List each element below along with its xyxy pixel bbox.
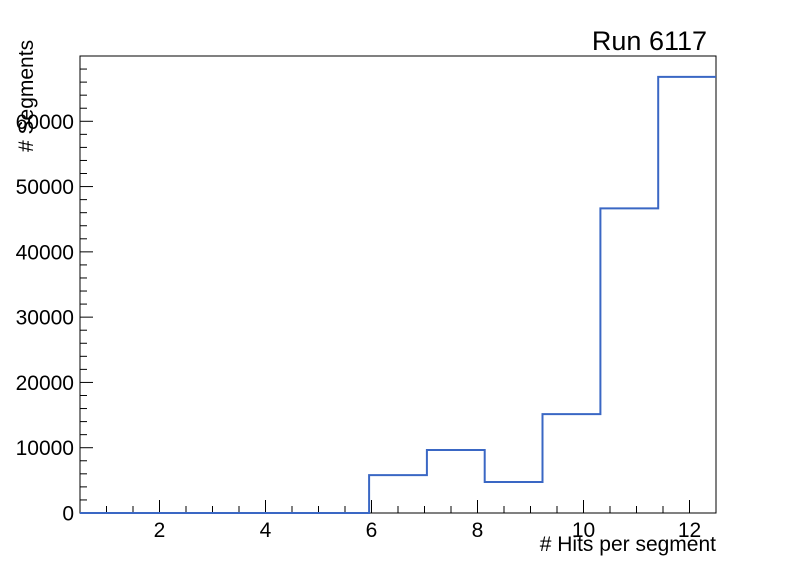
y-axis: 0 10000 20000 30000 40000 50000 60000 [16,68,93,526]
y-tick-label: 50000 [16,176,74,199]
chart-title: Run 6117 [592,26,707,56]
y-tick-label: 10000 [16,437,74,460]
plot-frame [79,55,717,514]
x-tick-label: 6 [366,519,378,542]
y-tick-label: 30000 [16,307,74,330]
y-tick-label: 60000 [16,111,74,134]
y-tick-label: 20000 [16,372,74,395]
x-axis-title: # Hits per segment [540,533,716,556]
x-tick-label: 4 [260,519,272,542]
x-axis: 2 4 6 8 10 12 [106,500,701,542]
x-tick-label: 2 [154,519,166,542]
histogram-step-line [80,75,716,514]
y-axis-title: # Segments [15,40,38,152]
x-tick-label: 8 [472,519,484,542]
y-tick-label: 40000 [16,241,74,264]
x-tick-label: 12 [678,519,701,542]
y-tick-label: 0 [62,503,74,526]
x-tick-label: 10 [572,519,595,542]
